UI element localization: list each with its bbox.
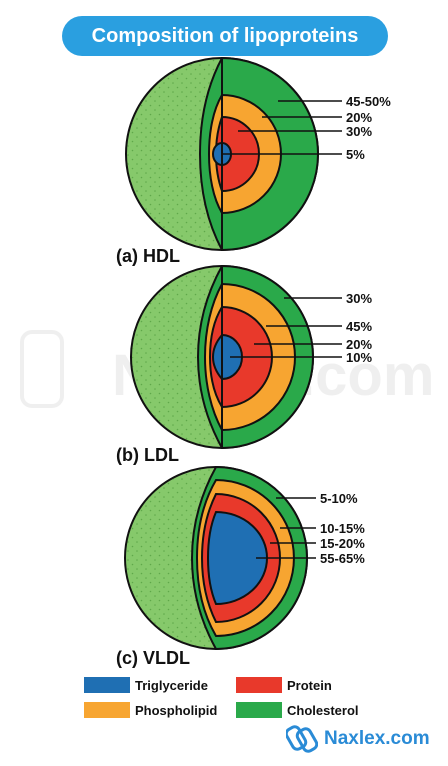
hdl-value-triglyceride: 5% bbox=[346, 147, 365, 162]
legend-item-triglyceride: Triglyceride bbox=[84, 677, 208, 693]
legend: Triglyceride Protein Phospholipid Choles… bbox=[84, 677, 359, 718]
page-title: Composition of lipoproteins bbox=[62, 16, 388, 56]
ldl-label: (b) LDL bbox=[116, 445, 179, 465]
hdl-label: (a) HDL bbox=[116, 246, 180, 266]
legend-label-protein: Protein bbox=[287, 678, 332, 693]
vldl-label: (c) VLDL bbox=[116, 648, 190, 668]
legend-label-cholesterol: Cholesterol bbox=[287, 703, 359, 718]
legend-swatch-phospholipid bbox=[84, 702, 130, 718]
hdl-value-protein: 30% bbox=[346, 124, 372, 139]
particle-ldl: 30% 45% 20% 10% (b) LDL bbox=[116, 264, 372, 465]
vldl-triglyceride-core bbox=[206, 510, 268, 606]
legend-label-triglyceride: Triglyceride bbox=[135, 678, 208, 693]
ldl-value-triglyceride: 10% bbox=[346, 350, 372, 365]
legend-item-protein: Protein bbox=[236, 677, 332, 693]
brand-icon bbox=[286, 725, 318, 753]
vldl-value-protein: 15-20% bbox=[320, 536, 365, 551]
brand-logo[interactable]: Naxlex.com bbox=[286, 722, 446, 756]
ldl-value-cholesterol: 30% bbox=[346, 291, 372, 306]
particle-vldl: 5-10% 10-15% 15-20% 55-65% (c) VLDL bbox=[116, 465, 365, 668]
vldl-value-phospholipid: 10-15% bbox=[320, 521, 365, 536]
brand-name: Naxlex.com bbox=[324, 728, 430, 749]
legend-swatch-triglyceride bbox=[84, 677, 130, 693]
vldl-value-triglyceride: 55-65% bbox=[320, 551, 365, 566]
vldl-value-cholesterol: 5-10% bbox=[320, 491, 358, 506]
particle-hdl: 45-50% 20% 30% 5% (a) HDL bbox=[116, 56, 391, 266]
legend-swatch-cholesterol bbox=[236, 702, 282, 718]
ldl-value-protein: 20% bbox=[346, 337, 372, 352]
hdl-value-cholesterol: 45-50% bbox=[346, 94, 391, 109]
legend-item-cholesterol: Cholesterol bbox=[236, 702, 359, 718]
legend-swatch-protein bbox=[236, 677, 282, 693]
hdl-value-phospholipid: 20% bbox=[346, 110, 372, 125]
watermark-logo-icon bbox=[20, 330, 64, 408]
legend-item-phospholipid: Phospholipid bbox=[84, 702, 217, 718]
ldl-value-phospholipid: 45% bbox=[346, 319, 372, 334]
legend-label-phospholipid: Phospholipid bbox=[135, 703, 217, 718]
